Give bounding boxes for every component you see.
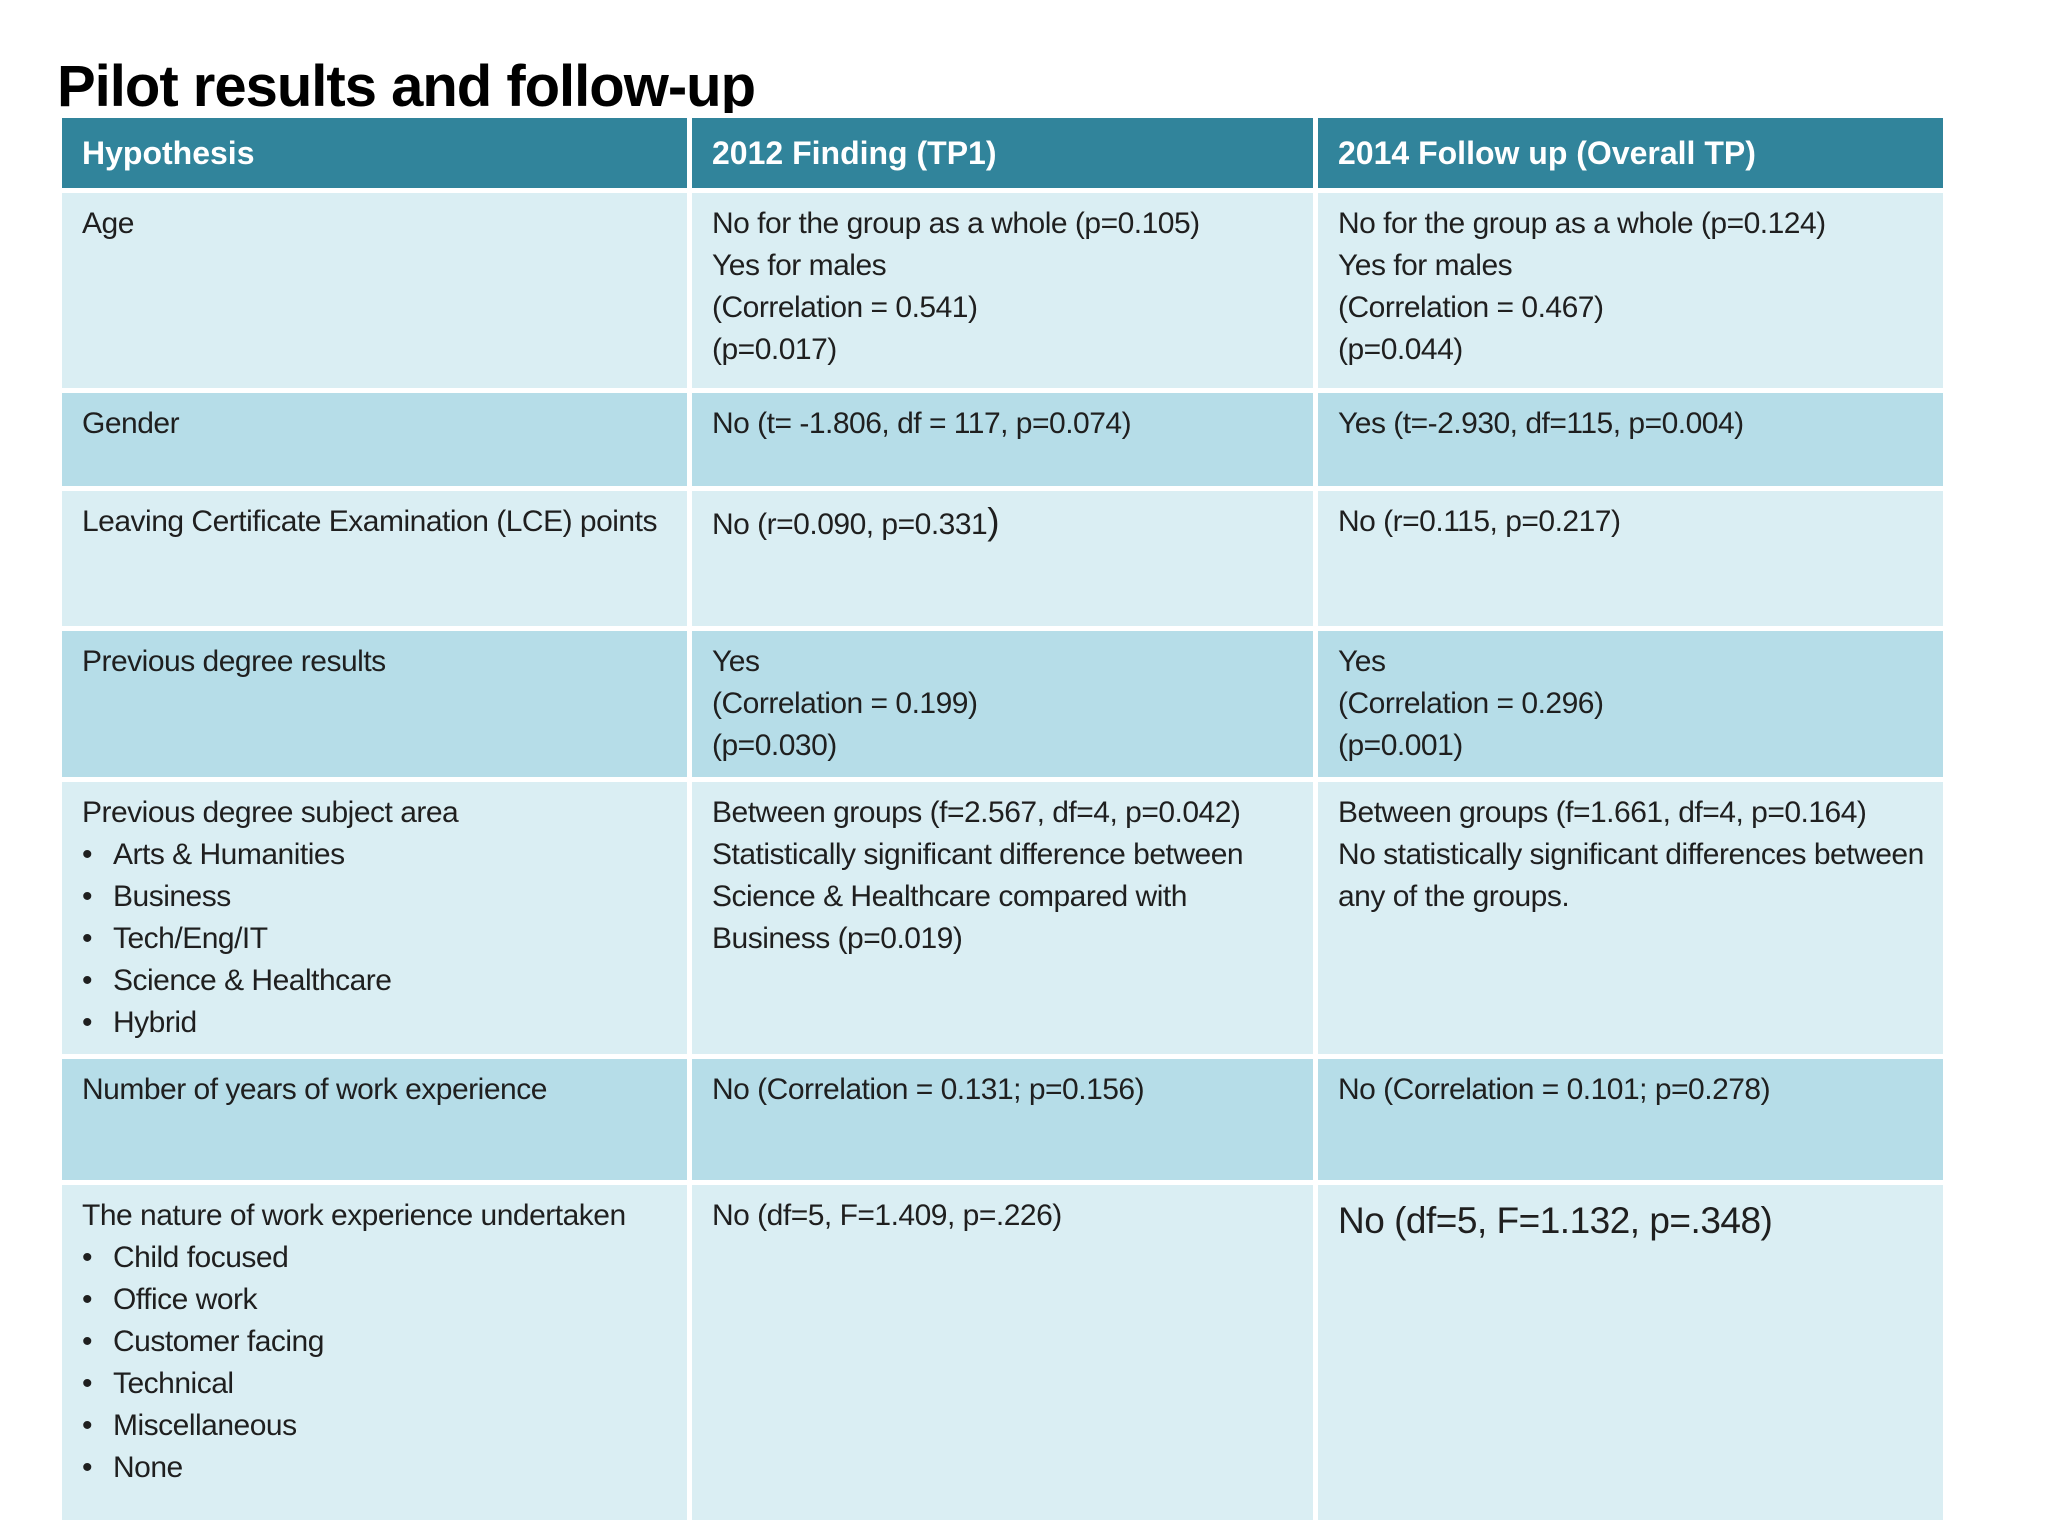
text-line: (p=0.030) [712,729,837,762]
cell-lce-2012: No (r=0.090, p=0.331) [687,486,1318,631]
text-line: Age [82,207,134,240]
bullet-item: Hybrid [82,1002,669,1044]
bullet-item: Tech/Eng/IT [82,918,669,960]
text-line: No (r=0.115, p=0.217) [1338,505,1621,538]
cell-age-2014: No for the group as a whole (p=0.124) Ye… [1313,188,1948,393]
cell-subject-area-hypothesis: Previous degree subject area Arts & Huma… [57,777,692,1059]
text-line: Previous degree results [82,645,386,678]
table-row-nature-of-work-experience: The nature of work experience undertaken… [57,1180,1948,1525]
text-line: Leaving Certificate Examination (LCE) po… [82,505,657,538]
bullet-item: Office work [82,1279,669,1321]
text-line: Between groups (f=2.567, df=4, p=0.042) [712,796,1241,829]
text-line: No (r=0.090, p=0.331) [712,501,1295,546]
text-line: Between groups (f=1.661, df=4, p=0.164) [1338,796,1867,829]
cell-age-2012: No for the group as a whole (p=0.105) Ye… [687,188,1318,393]
text-line: Yes for males [712,249,887,282]
bullet-item: Arts & Humanities [82,834,669,876]
cell-work-years-2012: No (Correlation = 0.131; p=0.156) [687,1054,1318,1185]
text-line: Number of years of work experience [82,1073,547,1106]
cell-gender-2012: No (t= -1.806, df = 117, p=0.074) [687,388,1318,491]
table-body: Age No for the group as a whole (p=0.105… [57,188,1948,1525]
text-line: No for the group as a whole (p=0.124) [1338,207,1826,240]
text-segment: No (r=0.090, p=0.331 [712,508,988,541]
bullet-list: Arts & Humanities Business Tech/Eng/IT S… [82,834,669,1044]
cell-work-nature-hypothesis: The nature of work experience undertaken… [57,1180,692,1525]
text-line: (Correlation = 0.199) [712,687,978,720]
header-row: Hypothesis 2012 Finding (TP1) 2014 Follo… [57,113,1948,193]
cell-age-hypothesis: Age [57,188,692,393]
text-line: No (t= -1.806, df = 117, p=0.074) [712,407,1132,440]
cell-prev-degree-results-hypothesis: Previous degree results [57,626,692,782]
text-line: (Correlation = 0.296) [1338,687,1604,720]
text-line: (p=0.001) [1338,729,1463,762]
bullet-item: Business [82,876,669,918]
cell-prev-degree-results-2014: Yes (Correlation = 0.296) (p=0.001) [1313,626,1948,782]
slide-title: Pilot results and follow-up [57,53,756,119]
cell-work-nature-2014: No (df=5, F=1.132, p=.348) [1313,1180,1948,1525]
text-line: No statistically significant differences… [1338,838,1924,913]
text-line: (p=0.017) [712,333,837,366]
table-row-years-of-work-experience: Number of years of work experience No (C… [57,1054,1948,1185]
cell-work-nature-2012: No (df=5, F=1.409, p=.226) [687,1180,1318,1525]
table-header: Hypothesis 2012 Finding (TP1) 2014 Follo… [57,113,1948,193]
text-line: Gender [82,407,180,440]
text-line: Yes (t=-2.930, df=115, p=0.004) [1338,407,1744,440]
results-table: Hypothesis 2012 Finding (TP1) 2014 Follo… [57,113,1948,1525]
cell-work-years-2014: No (Correlation = 0.101; p=0.278) [1313,1054,1948,1185]
text-line: Statistically significant difference bet… [712,838,1244,955]
text-line: (Correlation = 0.541) [712,291,978,324]
text-line: Previous degree subject area [82,796,459,829]
text-line: No (df=5, F=1.409, p=.226) [712,1199,1062,1232]
table-row-lce-points: Leaving Certificate Examination (LCE) po… [57,486,1948,631]
bullet-item: Technical [82,1363,669,1405]
cell-gender-2014: Yes (t=-2.930, df=115, p=0.004) [1313,388,1948,491]
bullet-item: Customer facing [82,1321,669,1363]
text-line: Yes [712,645,760,678]
column-header-2014-follow-up: 2014 Follow up (Overall TP) [1313,113,1948,193]
text-line: Yes for males [1338,249,1513,282]
table-row-previous-degree-subject-area: Previous degree subject area Arts & Huma… [57,777,1948,1059]
text-line: No (Correlation = 0.131; p=0.156) [712,1073,1145,1106]
cell-work-years-hypothesis: Number of years of work experience [57,1054,692,1185]
table-row-gender: Gender No (t= -1.806, df = 117, p=0.074)… [57,388,1948,491]
bullet-list: Child focused Office work Customer facin… [82,1237,669,1489]
large-paren-glyph: ) [987,501,1000,542]
cell-gender-hypothesis: Gender [57,388,692,491]
column-header-2012-finding: 2012 Finding (TP1) [687,113,1318,193]
bullet-item: Science & Healthcare [82,960,669,1002]
cell-prev-degree-results-2012: Yes (Correlation = 0.199) (p=0.030) [687,626,1318,782]
text-line: (p=0.044) [1338,333,1463,366]
column-header-hypothesis: Hypothesis [57,113,692,193]
text-line: (Correlation = 0.467) [1338,291,1604,324]
text-line: Yes [1338,645,1386,678]
cell-subject-area-2012: Between groups (f=2.567, df=4, p=0.042) … [687,777,1318,1059]
cell-lce-2014: No (r=0.115, p=0.217) [1313,486,1948,631]
text-line: No (df=5, F=1.132, p=.348) [1338,1200,1773,1241]
text-line: No for the group as a whole (p=0.105) [712,207,1200,240]
text-line: The nature of work experience undertaken [82,1199,626,1232]
text-line: No (Correlation = 0.101; p=0.278) [1338,1073,1771,1106]
table-row-age: Age No for the group as a whole (p=0.105… [57,188,1948,393]
bullet-item: Child focused [82,1237,669,1279]
bullet-item: None [82,1447,669,1489]
cell-subject-area-2014: Between groups (f=1.661, df=4, p=0.164) … [1313,777,1948,1059]
table-row-previous-degree-results: Previous degree results Yes (Correlation… [57,626,1948,782]
cell-lce-hypothesis: Leaving Certificate Examination (LCE) po… [57,486,692,631]
bullet-item: Miscellaneous [82,1405,669,1447]
